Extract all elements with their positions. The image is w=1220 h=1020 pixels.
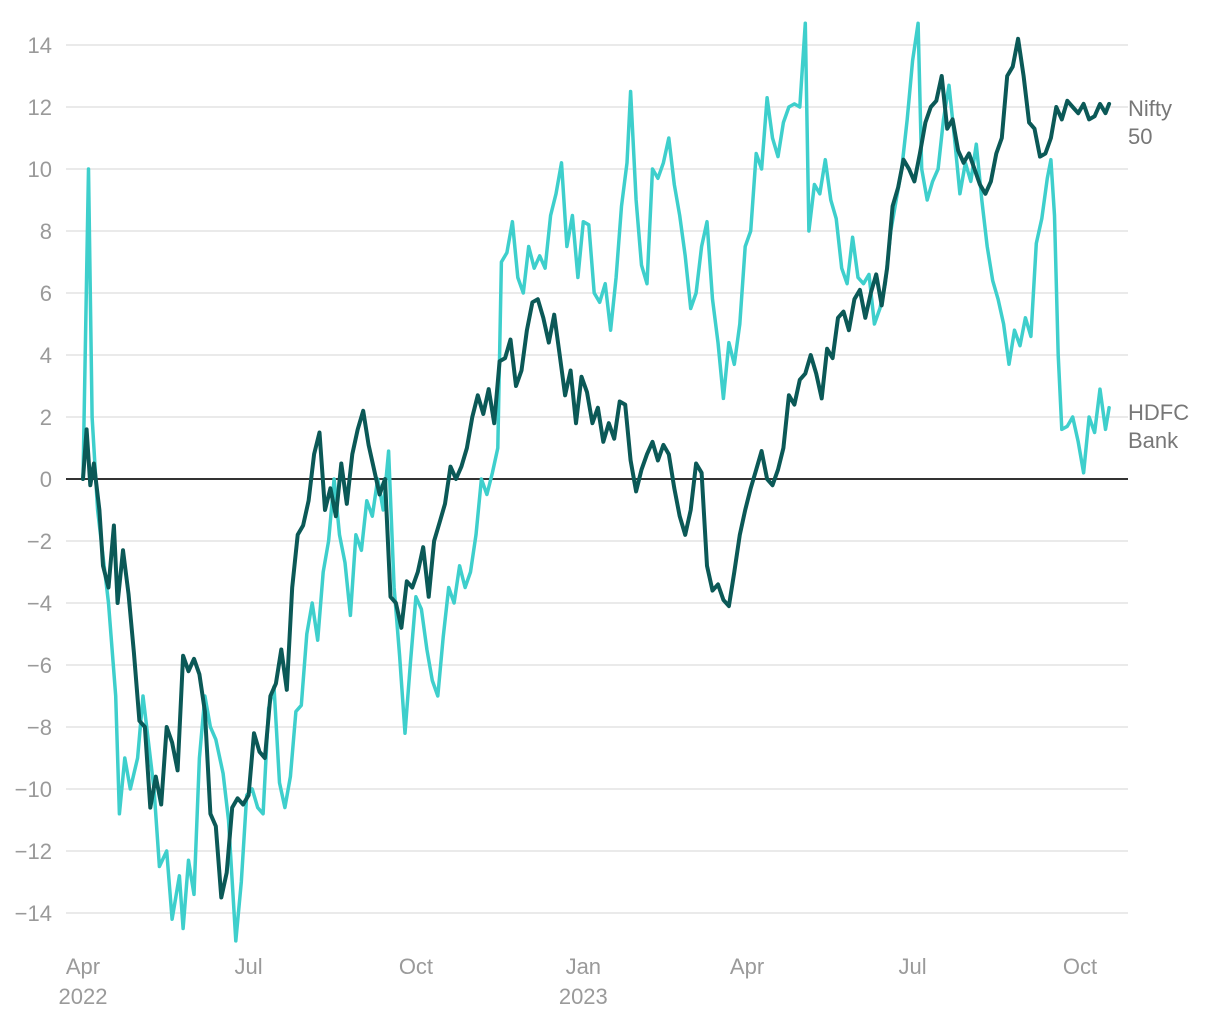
series-label-nifty-50: 50 [1128,124,1152,149]
y-tick-label: 2 [40,405,52,430]
x-axis-ticks: Apr 2022 Jul Oct Jan 2023 Apr Jul Oct [59,954,1098,1009]
series-lines [81,21,1112,943]
x-tick-year-label: 2022 [59,984,108,1009]
grid-layer [66,44,1128,914]
x-tick-label: Oct [399,954,433,979]
y-tick-label: −10 [15,777,52,802]
series-labels: HDFC Bank Nifty 50 [1128,96,1189,453]
x-tick-label: Apr [730,954,764,979]
y-tick-label: −4 [27,591,52,616]
y-tick-label: 10 [28,157,52,182]
series-label-nifty-50: Nifty [1128,96,1172,121]
x-tick-label: Jan [566,954,601,979]
y-tick-label: 8 [40,219,52,244]
x-tick-label: Oct [1063,954,1097,979]
y-tick-label: 12 [28,95,52,120]
y-tick-label: −12 [15,839,52,864]
series-line-nifty-50 [81,36,1112,900]
y-tick-label: 6 [40,281,52,306]
y-tick-label: 0 [40,467,52,492]
y-tick-label: −8 [27,715,52,740]
x-tick-label: Jul [234,954,262,979]
series-label-hdfc-bank: HDFC [1128,400,1189,425]
y-axis-ticks: 14 12 10 8 6 4 2 0 −2 −4 −6 −8 −10 −12 −14 [15,33,52,926]
x-tick-label: Apr [66,954,100,979]
x-tick-year-label: 2023 [559,984,608,1009]
y-tick-label: 14 [28,33,52,58]
y-tick-label: 4 [40,343,52,368]
y-tick-label: −14 [15,901,52,926]
y-tick-label: −6 [27,653,52,678]
x-tick-label: Jul [899,954,927,979]
series-label-hdfc-bank: Bank [1128,428,1179,453]
y-tick-label: −2 [27,529,52,554]
